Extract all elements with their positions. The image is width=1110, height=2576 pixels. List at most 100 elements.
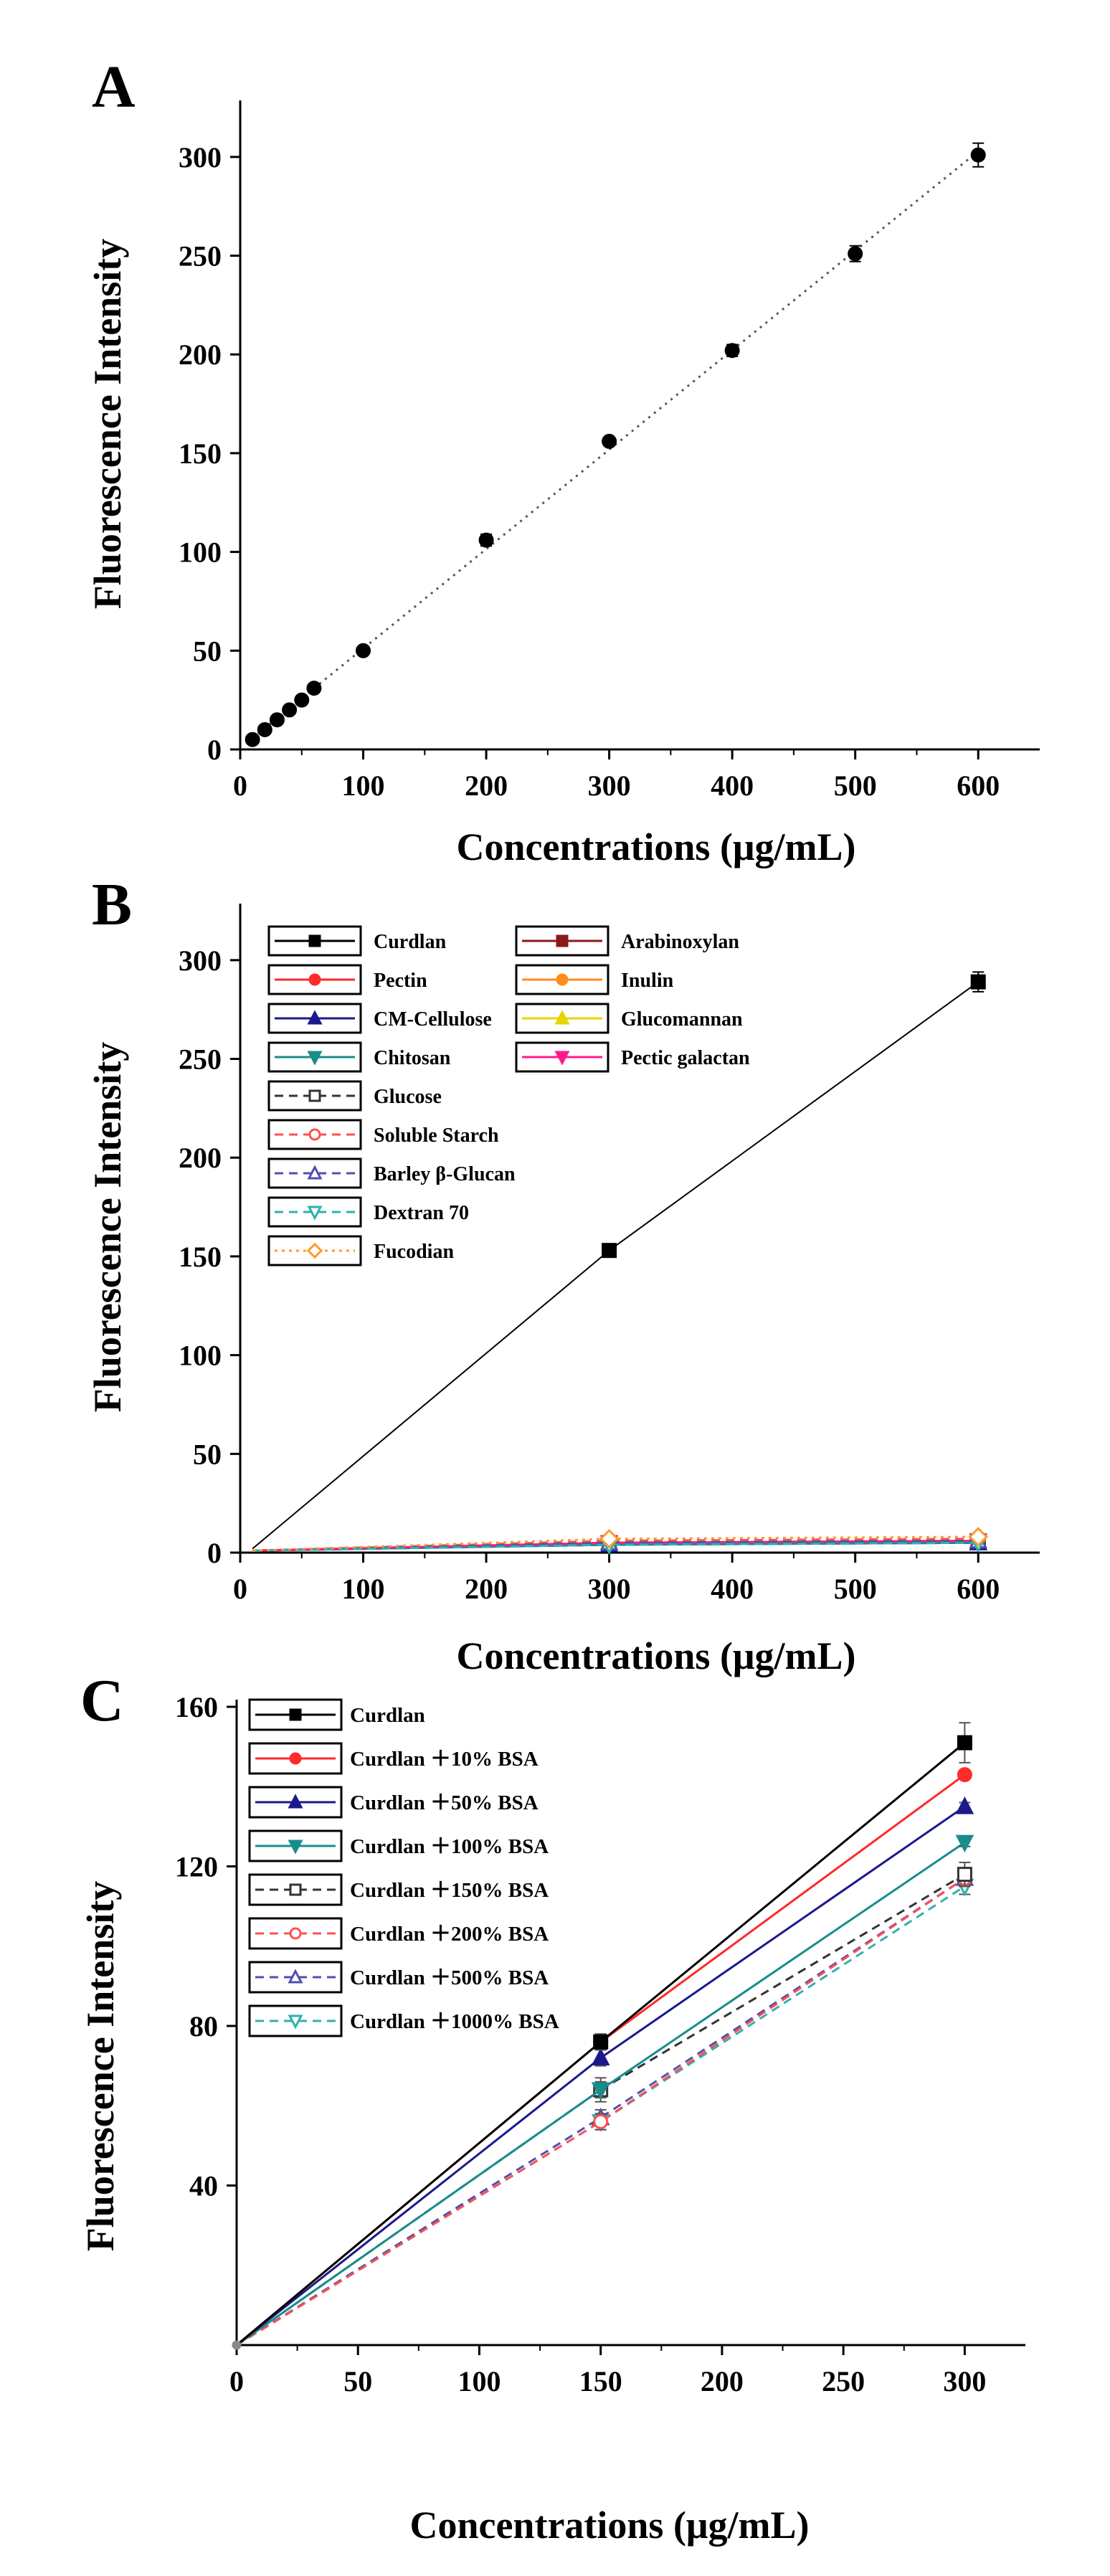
legend-label-c: Curdlan ＋500% BSA bbox=[350, 1966, 549, 1989]
legend-marker-b bbox=[307, 1165, 323, 1180]
legend-label-b: CM-Cellulose bbox=[374, 1008, 492, 1031]
chart-svg-a: 0 50 100 150 200 250 300 0 100 200 300 400 500 600 bbox=[179, 100, 1040, 802]
panel-label-b: B bbox=[92, 871, 133, 938]
y-tick-label-a: 150 bbox=[179, 437, 222, 470]
legend-item-b: Inulin bbox=[515, 964, 674, 995]
legend-label-c: Curdlan ＋50% BSA bbox=[350, 1791, 539, 1814]
legend-item-b: Curdlan bbox=[267, 925, 447, 957]
x-tick-label-c: 50 bbox=[343, 2365, 372, 2397]
legend-label-b: Chitosan bbox=[374, 1047, 451, 1069]
data-point-c bbox=[593, 2034, 609, 2050]
legend-label-b: Soluble Starch bbox=[374, 1124, 499, 1147]
data-point-a bbox=[245, 731, 260, 747]
y-tick-label-b: 50 bbox=[193, 1438, 222, 1470]
data-point-c bbox=[591, 2082, 610, 2101]
legend-item-b: Pectin bbox=[267, 964, 427, 995]
legend-marker-c bbox=[288, 1794, 303, 1809]
legend-marker-b bbox=[306, 1242, 323, 1259]
x-tick-label-c: 150 bbox=[579, 2365, 622, 2397]
legend-marker-b bbox=[307, 1206, 323, 1221]
y-tick-label-c: 40 bbox=[189, 2170, 218, 2202]
x-axis-label-a: Concentrations (μg/mL) bbox=[456, 825, 856, 868]
chart-svg-c: 40 80 120 160 0 50 100 150 200 250 300 Curdlan Curdl… bbox=[175, 1691, 1025, 2397]
data-point-a bbox=[257, 721, 272, 737]
data-point-c bbox=[955, 1796, 974, 1814]
legend-item-b: CM-Cellulose bbox=[267, 1003, 492, 1034]
x-tick-label-a: 500 bbox=[834, 770, 877, 802]
x-tick-label-b: 600 bbox=[957, 1573, 1000, 1605]
error-bar-b bbox=[972, 971, 985, 993]
legend-label-b: Inulin bbox=[621, 970, 674, 992]
data-point-a bbox=[294, 692, 310, 708]
series-line-b bbox=[252, 1541, 979, 1552]
legend-label-b: Curdlan bbox=[374, 931, 447, 953]
chart-svg-b: 0 50 100 150 200 250 300 0 100 200 300 400 500 600 Cur… bbox=[179, 904, 1040, 1605]
data-point-a bbox=[724, 343, 740, 359]
data-point-c bbox=[957, 1867, 972, 1883]
chart-panel-b: B Fluorescence Intensity Concentrations … bbox=[0, 875, 1110, 1721]
data-point-a bbox=[269, 712, 285, 728]
legend-item-c: Curdlan ＋100% BSA bbox=[248, 1829, 549, 1862]
series-line-c bbox=[236, 1805, 966, 2347]
x-tick-label-b: 200 bbox=[465, 1573, 508, 1605]
data-point-b bbox=[599, 1528, 620, 1549]
data-point-a bbox=[282, 702, 298, 718]
y-tick-label-b: 250 bbox=[179, 1043, 222, 1076]
x-tick-label-b: 400 bbox=[711, 1573, 754, 1605]
y-tick-label-c: 120 bbox=[175, 1851, 218, 1883]
chart-panel-a: A Fluorescence Intensity Concentrations … bbox=[0, 0, 1110, 904]
legend-item-b: Fucodian bbox=[267, 1235, 454, 1266]
x-tick-label-c: 0 bbox=[229, 2365, 244, 2397]
y-tick-label-b: 150 bbox=[179, 1241, 222, 1273]
legend-marker-b bbox=[308, 1128, 321, 1141]
legend-marker-c bbox=[288, 1839, 303, 1855]
x-tick-label-a: 300 bbox=[588, 770, 631, 802]
legend-label-c: Curdlan bbox=[350, 1704, 425, 1727]
y-tick-label-a: 0 bbox=[207, 734, 222, 766]
y-tick-label-c: 160 bbox=[175, 1691, 218, 1723]
legend-item-b: Arabinoxylan bbox=[515, 925, 739, 957]
x-tick-label-a: 100 bbox=[342, 770, 385, 802]
legend-marker-b bbox=[307, 1010, 323, 1025]
legend-item-c: Curdlan ＋50% BSA bbox=[248, 1786, 539, 1819]
panel-label-a: A bbox=[92, 54, 136, 120]
y-tick-label-a: 250 bbox=[179, 240, 222, 273]
x-tick-label-b: 100 bbox=[342, 1573, 385, 1605]
x-tick-label-a: 200 bbox=[465, 770, 508, 802]
legend-item-b: Dextran 70 bbox=[267, 1196, 469, 1228]
legend-marker-b bbox=[308, 934, 321, 947]
data-point-c bbox=[591, 2047, 610, 2065]
x-tick-label-a: 400 bbox=[711, 770, 754, 802]
legend-item-c: Curdlan ＋10% BSA bbox=[248, 1742, 539, 1775]
legend-item-b: Pectic galactan bbox=[515, 1041, 750, 1073]
legend-label-c: Curdlan ＋200% BSA bbox=[350, 1923, 549, 1946]
series-line-b bbox=[252, 1535, 979, 1552]
data-point-c bbox=[957, 1767, 972, 1783]
data-point-a bbox=[478, 532, 494, 548]
legend-item-b: Soluble Starch bbox=[267, 1119, 499, 1150]
data-point-a bbox=[306, 681, 322, 696]
legend-item-b: Glucose bbox=[267, 1080, 442, 1112]
data-point-a bbox=[970, 147, 986, 163]
y-tick-label-a: 100 bbox=[179, 536, 222, 569]
y-tick-label-a: 50 bbox=[193, 635, 222, 667]
data-point-b bbox=[968, 1527, 989, 1547]
x-tick-label-c: 200 bbox=[701, 2365, 744, 2397]
x-axis-label-b: Concentrations (μg/mL) bbox=[456, 1634, 856, 1677]
legend-item-b: Chitosan bbox=[267, 1041, 451, 1073]
legend-label-c: Curdlan ＋1000% BSA bbox=[350, 2010, 559, 2033]
data-point-a bbox=[602, 433, 617, 449]
y-tick-label-a: 300 bbox=[179, 141, 222, 174]
legend-marker-c bbox=[288, 1969, 303, 1984]
legend-marker-c bbox=[289, 1752, 302, 1765]
x-tick-label-b: 0 bbox=[233, 1573, 247, 1605]
x-tick-label-a: 600 bbox=[957, 770, 1000, 802]
legend-label-b: Dextran 70 bbox=[374, 1202, 469, 1224]
legend-marker-b bbox=[554, 1010, 570, 1025]
series-line-c bbox=[236, 1877, 966, 2347]
origin-point-c bbox=[232, 2340, 242, 2350]
legend-marker-c bbox=[289, 1708, 302, 1721]
data-point-a bbox=[356, 643, 371, 658]
legend-label-b: Glucose bbox=[374, 1086, 442, 1108]
legend-marker-b bbox=[307, 1051, 323, 1066]
